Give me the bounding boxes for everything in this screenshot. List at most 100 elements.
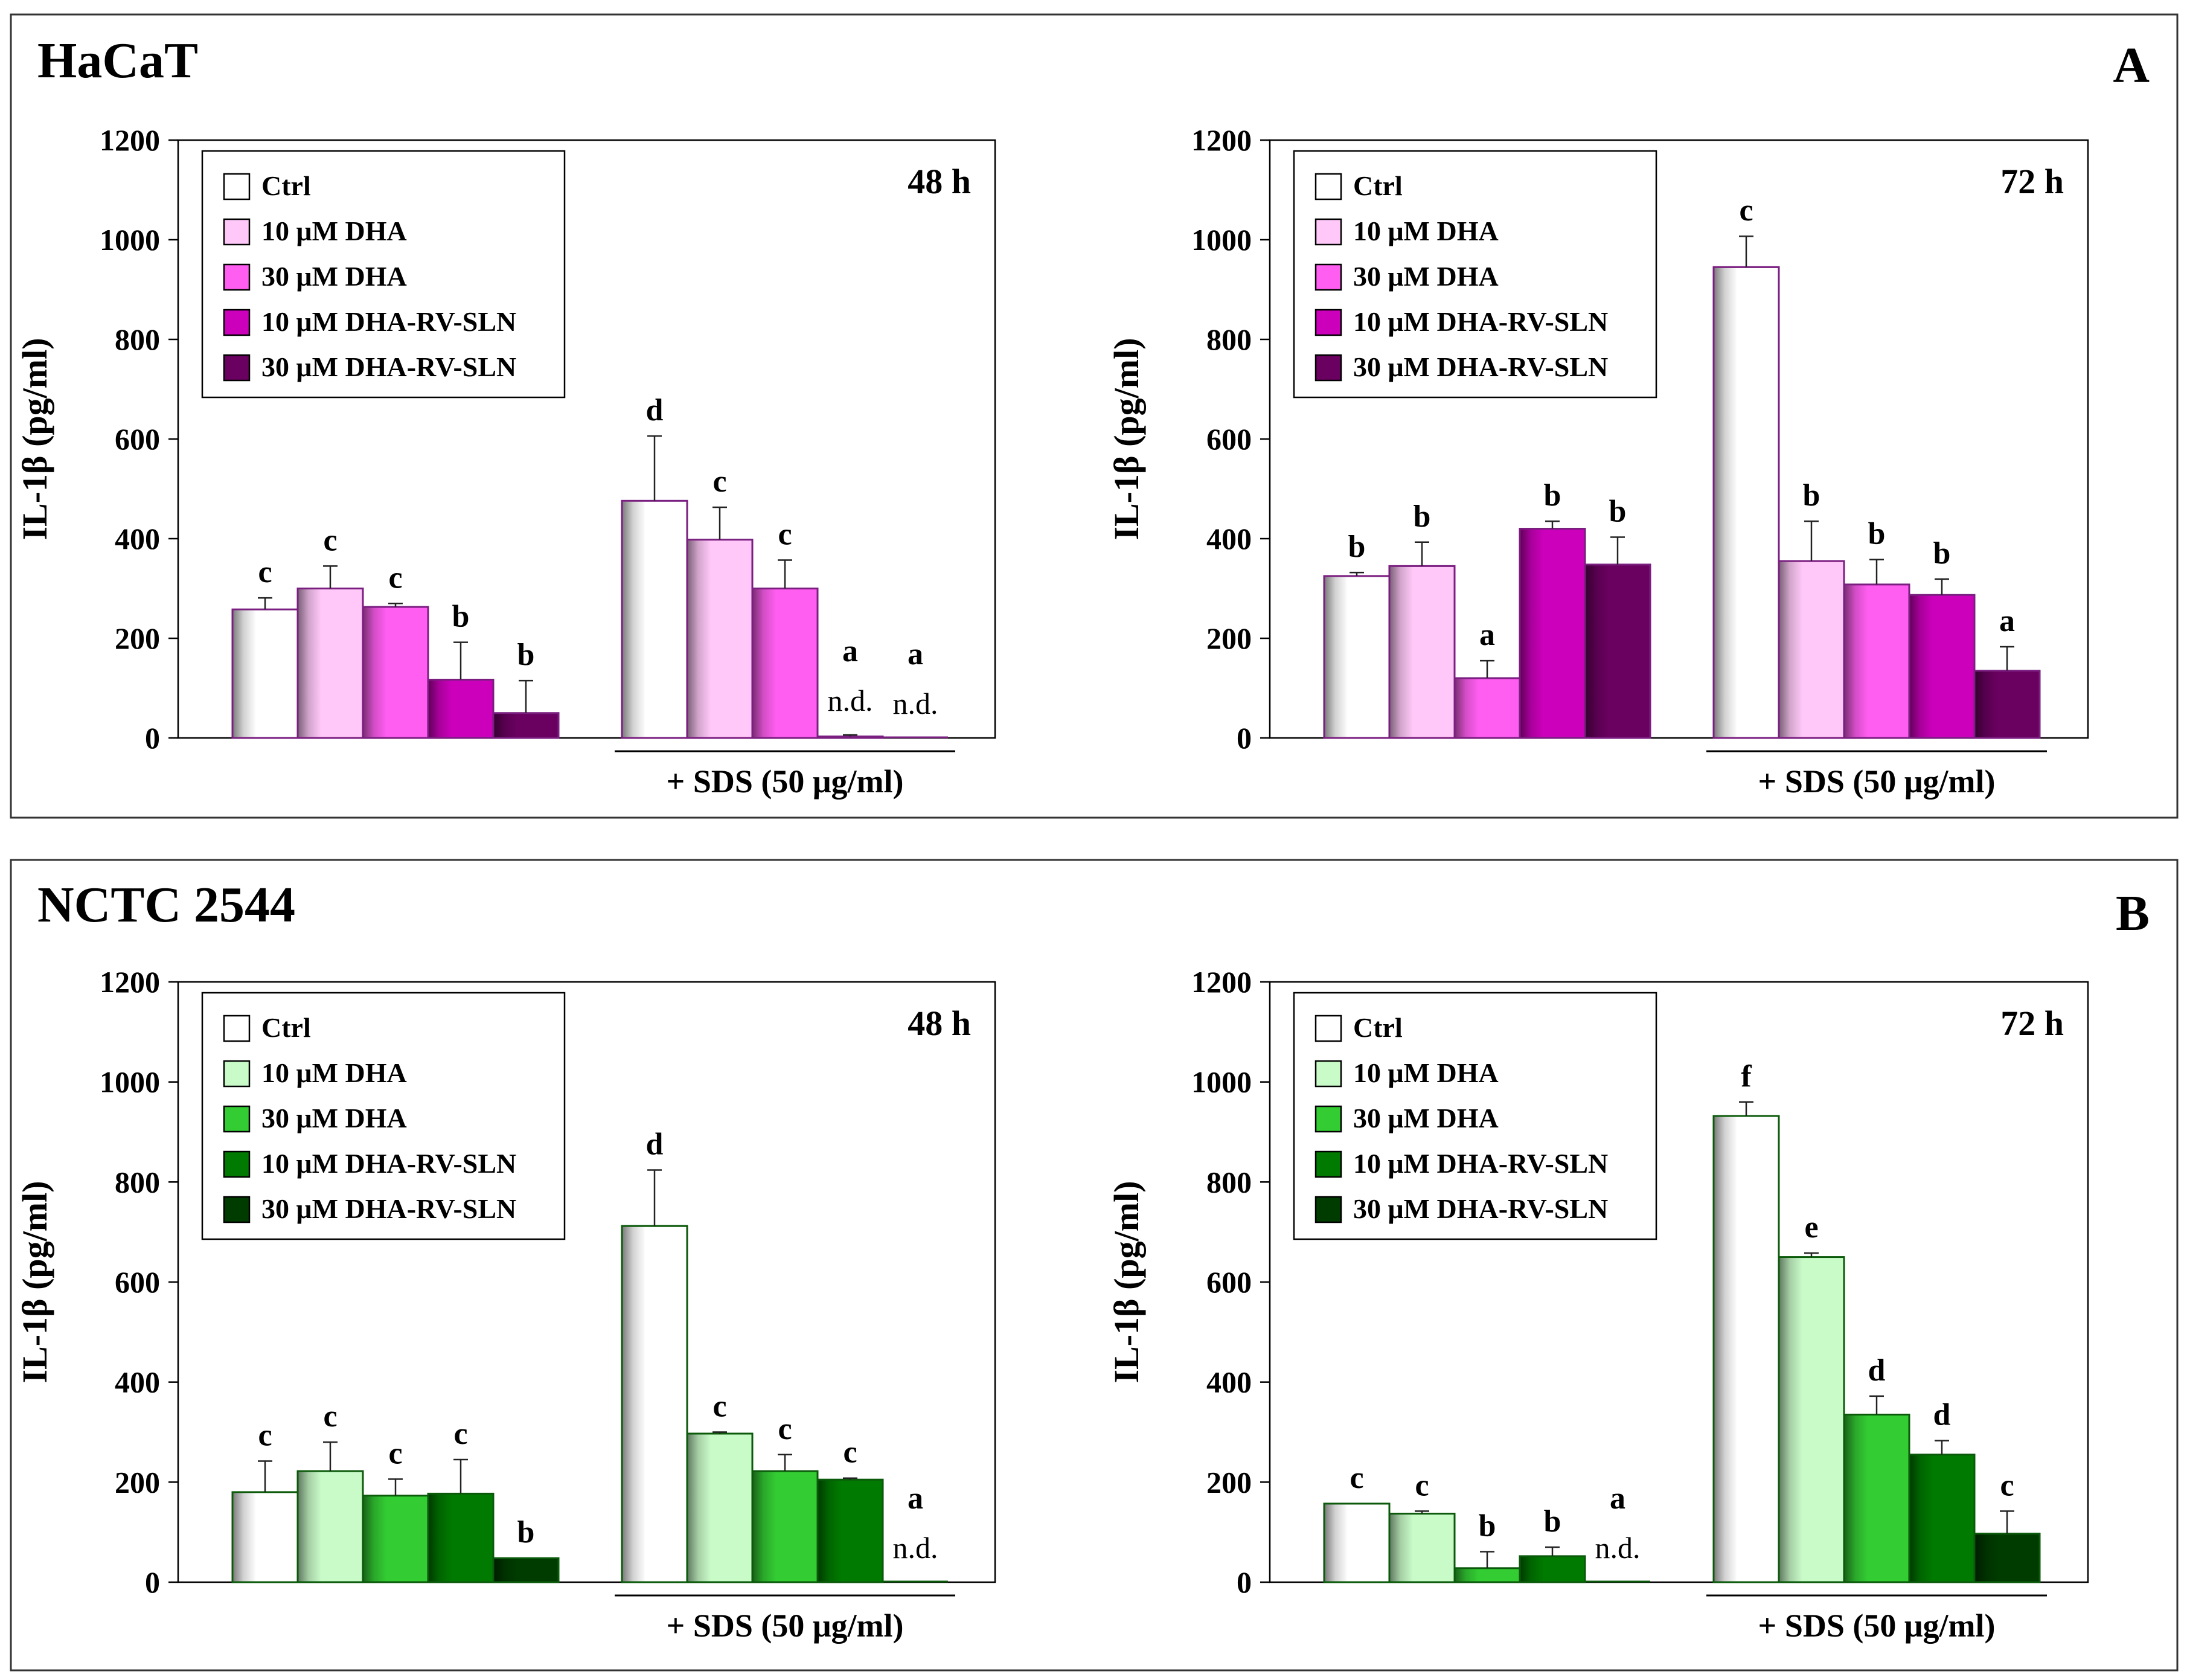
panel-b-letter: B bbox=[2116, 885, 2150, 941]
bar-shading bbox=[1779, 1258, 1843, 1582]
significance-letter: c bbox=[323, 523, 337, 557]
significance-letter: d bbox=[1868, 1353, 1886, 1388]
significance-letter: b bbox=[1544, 1504, 1561, 1539]
significance-letter: c bbox=[1350, 1461, 1363, 1495]
significance-letter: c bbox=[1415, 1468, 1429, 1502]
bar-shading bbox=[1455, 1569, 1519, 1582]
significance-letter: d bbox=[646, 393, 664, 428]
significance-letter: a bbox=[842, 634, 858, 668]
bar-shading bbox=[298, 589, 362, 737]
significance-letter: a bbox=[908, 637, 923, 672]
legend-swatch bbox=[1314, 1150, 1342, 1178]
significance-letter: b bbox=[1803, 478, 1820, 513]
significance-letter: b bbox=[1414, 499, 1431, 534]
time-label: 48 h bbox=[908, 162, 971, 201]
sds-group-label: + SDS (50 μg/ml) bbox=[1758, 763, 1996, 800]
legend-label: 30 μM DHA bbox=[261, 1103, 407, 1133]
panel-b: NCTC 2544 B 0 200 400 600 800 1000 1200 IL-1β (… bbox=[10, 859, 2179, 1672]
bar-shading bbox=[753, 1472, 817, 1582]
bar-shading bbox=[363, 608, 427, 737]
bar-shading bbox=[429, 680, 493, 737]
significance-letter: d bbox=[1933, 1398, 1951, 1432]
y-axis-label: IL-1β (pg/ml) bbox=[15, 338, 54, 540]
y-tick-label: 400 bbox=[1206, 522, 1252, 556]
significance-letter: c bbox=[258, 1419, 272, 1453]
y-axis-label: IL-1β (pg/ml) bbox=[15, 1181, 54, 1383]
legend-swatch bbox=[1314, 1060, 1342, 1088]
legend-label: 30 μM DHA-RV-SLN bbox=[261, 1193, 516, 1224]
bar-shading bbox=[1520, 1557, 1584, 1582]
time-label: 72 h bbox=[2000, 162, 2064, 201]
y-tick-label: 200 bbox=[115, 621, 160, 655]
time-label: 72 h bbox=[2000, 1004, 2064, 1043]
y-tick-label: 800 bbox=[115, 322, 160, 356]
y-tick-label: 1200 bbox=[1191, 123, 1252, 157]
y-tick-label: 800 bbox=[1206, 322, 1252, 356]
y-tick-label: 600 bbox=[115, 1265, 160, 1299]
legend-label: 10 μM DHA bbox=[261, 216, 407, 246]
y-tick-label: 400 bbox=[115, 1365, 160, 1399]
legend-label: 30 μM DHA bbox=[1353, 1103, 1499, 1133]
y-tick-label: 400 bbox=[1206, 1365, 1252, 1399]
legend bbox=[201, 150, 566, 399]
bar-shading bbox=[1325, 1504, 1389, 1582]
significance-letter: c bbox=[323, 1399, 337, 1434]
y-tick-label: 800 bbox=[1206, 1165, 1252, 1199]
legend-label: Ctrl bbox=[261, 170, 311, 201]
y-tick-label: 1000 bbox=[100, 1065, 160, 1099]
legend-swatch bbox=[1314, 354, 1342, 382]
legend-swatch bbox=[223, 1150, 251, 1178]
legend-label: Ctrl bbox=[261, 1012, 311, 1043]
y-tick-label: 600 bbox=[115, 422, 160, 456]
nd-label: n.d. bbox=[828, 684, 873, 717]
bar-shading bbox=[1390, 1515, 1454, 1582]
bar-shading bbox=[1975, 672, 2039, 737]
significance-letter: b bbox=[1933, 536, 1951, 571]
legend bbox=[1293, 150, 1657, 399]
bar-shading bbox=[429, 1494, 493, 1582]
y-tick-label: 1200 bbox=[1191, 965, 1252, 999]
sds-group-label: + SDS (50 μg/ml) bbox=[1758, 1608, 1996, 1644]
significance-letter: c bbox=[453, 1417, 467, 1451]
significance-letter: c bbox=[1739, 193, 1753, 228]
y-tick-label: 600 bbox=[1206, 1265, 1252, 1299]
y-tick-label: 1200 bbox=[100, 965, 160, 999]
bar-shading bbox=[1910, 595, 1974, 737]
legend-label: Ctrl bbox=[1353, 170, 1403, 201]
bar-shading bbox=[494, 1559, 558, 1582]
bar-shading bbox=[1845, 1415, 1909, 1582]
significance-letter: a bbox=[1479, 618, 1495, 652]
y-tick-label: 1200 bbox=[100, 123, 160, 157]
legend-swatch bbox=[223, 1196, 251, 1223]
significance-letter: c bbox=[258, 555, 272, 589]
bar-shading bbox=[1845, 585, 1909, 737]
bar-shading bbox=[1390, 566, 1454, 737]
panel-b-cell-line: NCTC 2544 bbox=[37, 877, 295, 933]
y-tick-label: 200 bbox=[1206, 1465, 1252, 1499]
bar-shading bbox=[688, 540, 752, 737]
legend-swatch bbox=[223, 218, 251, 246]
time-label: 48 h bbox=[908, 1004, 971, 1043]
bar-shading bbox=[1520, 530, 1584, 737]
bar-shading bbox=[233, 1493, 297, 1582]
legend-label: 30 μM DHA-RV-SLN bbox=[1353, 1193, 1608, 1224]
legend-label: 10 μM DHA bbox=[261, 1057, 407, 1088]
y-tick-label: 1000 bbox=[1191, 223, 1252, 257]
y-tick-label: 600 bbox=[1206, 422, 1252, 456]
bar-shading bbox=[753, 589, 817, 737]
sds-group-label: + SDS (50 μg/ml) bbox=[667, 1608, 904, 1644]
significance-letter: b bbox=[452, 600, 470, 634]
legend bbox=[201, 992, 566, 1240]
significance-letter: a bbox=[1999, 604, 2015, 638]
chart-a-48h: 0 200 400 600 800 1000 1200 IL-1β (pg/ml) 48 h c c… bbox=[15, 123, 996, 800]
y-tick-label: 1000 bbox=[100, 223, 160, 257]
legend bbox=[1293, 992, 1657, 1240]
bar-shading bbox=[623, 501, 687, 737]
nd-label: n.d. bbox=[1595, 1531, 1641, 1565]
legend-swatch bbox=[1314, 309, 1342, 336]
nd-label: n.d. bbox=[893, 1531, 938, 1565]
significance-letter: c bbox=[388, 1436, 402, 1470]
legend-label: 10 μM DHA-RV-SLN bbox=[261, 1148, 516, 1179]
chart-b-48h: 0 200 400 600 800 1000 1200 IL-1β (pg/ml) 48 h c c… bbox=[15, 965, 996, 1644]
